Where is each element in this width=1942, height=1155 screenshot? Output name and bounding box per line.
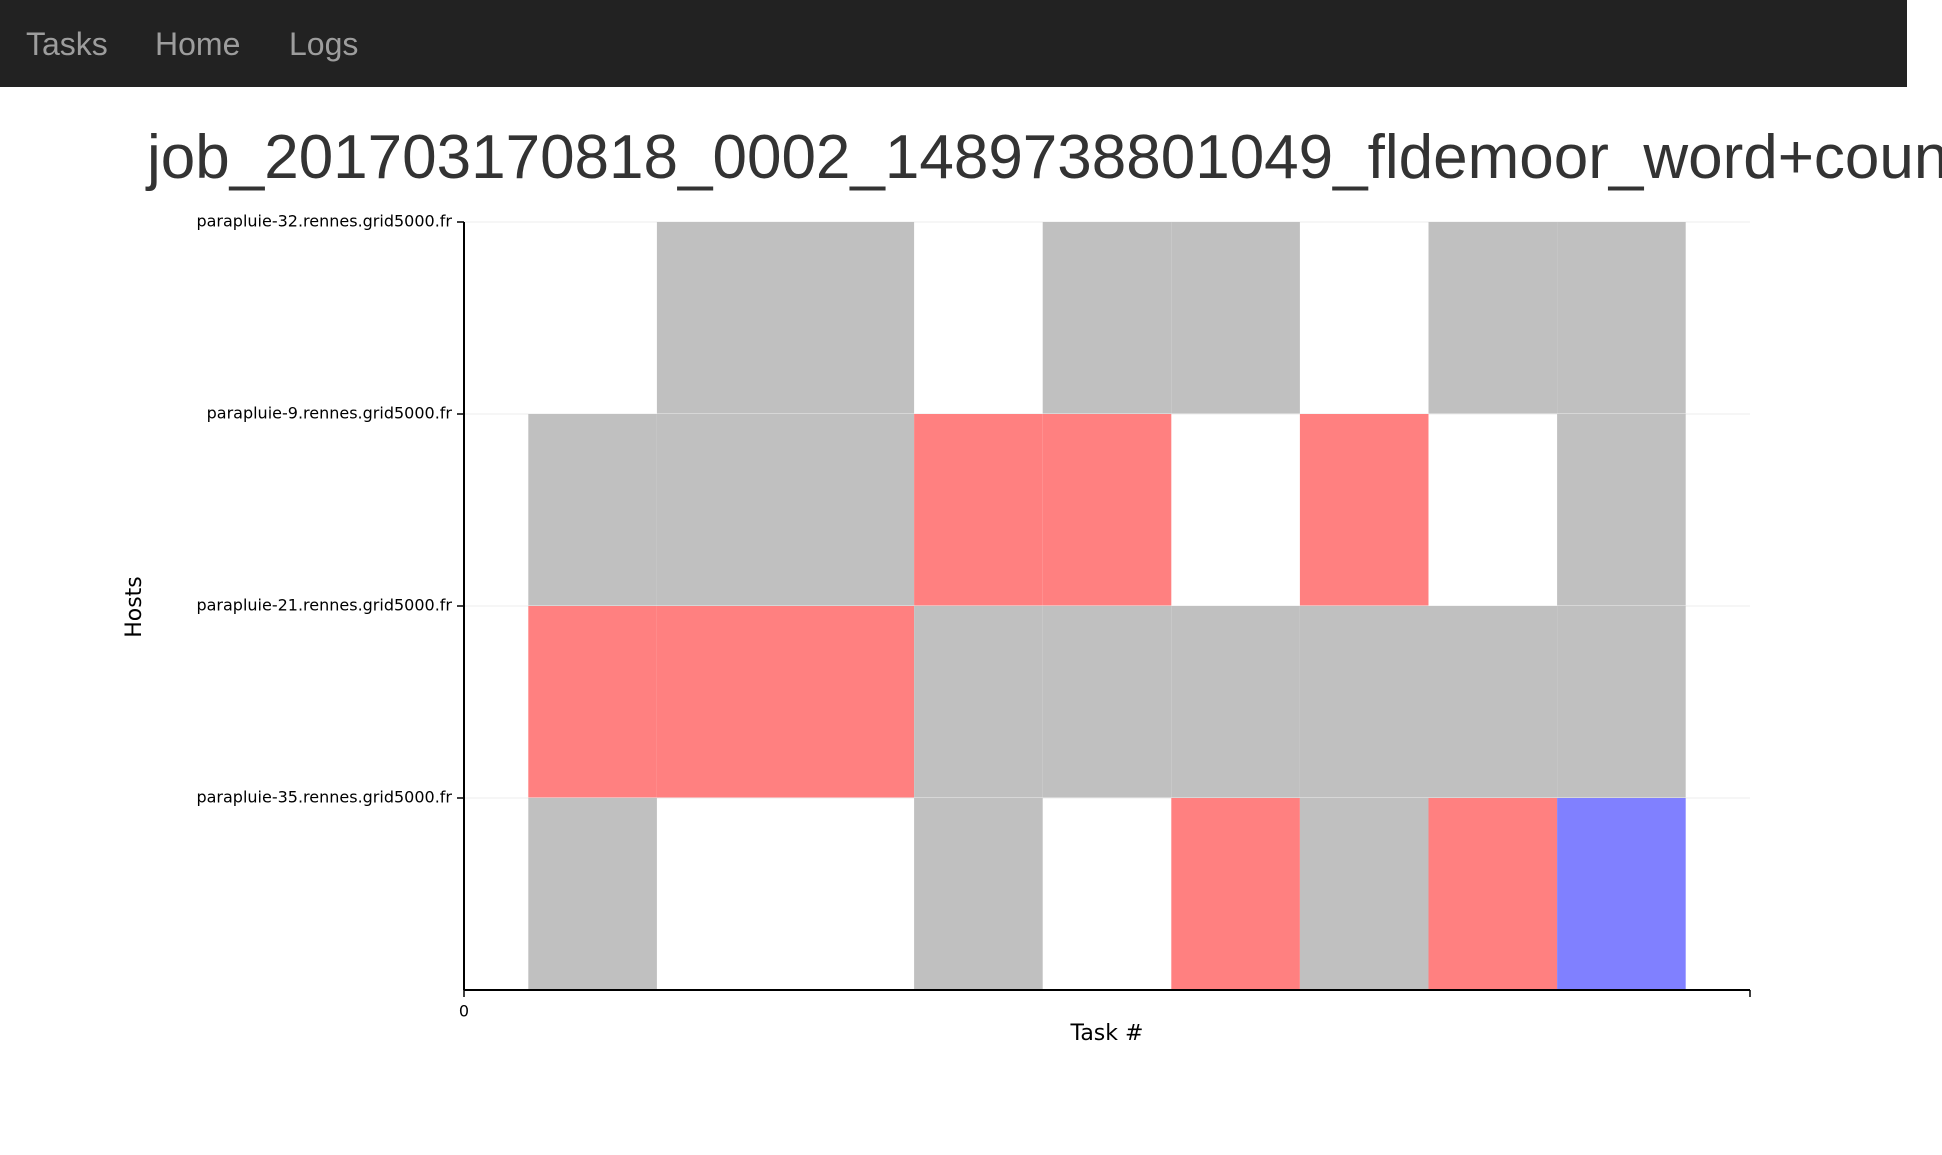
task-cell bbox=[1171, 222, 1300, 414]
task-cell bbox=[1042, 414, 1172, 606]
navbar: Tasks Home Logs bbox=[0, 0, 1907, 87]
task-cell bbox=[1557, 222, 1686, 414]
task-cell bbox=[1299, 606, 1429, 798]
task-cell bbox=[914, 606, 1043, 798]
y-tick-label: parapluie-9.rennes.grid5000.fr bbox=[207, 404, 453, 423]
task-cell bbox=[1557, 414, 1686, 606]
task-cell bbox=[1171, 606, 1300, 798]
y-tick-label: parapluie-35.rennes.grid5000.fr bbox=[196, 788, 452, 807]
task-cell bbox=[656, 222, 786, 414]
task-cell bbox=[914, 414, 1043, 606]
task-cell bbox=[914, 798, 1043, 990]
task-cell bbox=[785, 606, 915, 798]
task-cell bbox=[1042, 222, 1172, 414]
y-tick-label: parapluie-21.rennes.grid5000.fr bbox=[196, 596, 452, 615]
task-cell bbox=[528, 414, 657, 606]
task-cell bbox=[656, 414, 786, 606]
task-cell bbox=[1428, 222, 1558, 414]
x-axis-label: Task # bbox=[1070, 1021, 1144, 1046]
task-cell bbox=[1428, 798, 1558, 990]
task-cell bbox=[528, 606, 657, 798]
task-cell bbox=[1299, 414, 1429, 606]
task-cell bbox=[1557, 798, 1686, 990]
y-tick-label: parapluie-32.rennes.grid5000.fr bbox=[196, 212, 452, 231]
task-cell bbox=[1299, 798, 1429, 990]
chart-title: job_201703170818_0002_1489738801049_flde… bbox=[147, 123, 1942, 192]
y-axis-label: Hosts bbox=[122, 576, 147, 638]
task-cell bbox=[1042, 606, 1172, 798]
x-tick-label: 0 bbox=[459, 1002, 469, 1021]
task-cell bbox=[785, 414, 915, 606]
task-cell bbox=[1428, 606, 1558, 798]
task-cell bbox=[656, 606, 786, 798]
task-cell bbox=[785, 222, 915, 414]
task-cell bbox=[528, 798, 657, 990]
task-cell bbox=[1557, 606, 1686, 798]
nav-link[interactable]: Home bbox=[155, 26, 241, 62]
nav-link[interactable]: Logs bbox=[289, 26, 359, 62]
nav-link[interactable]: Tasks bbox=[26, 26, 108, 62]
task-cell bbox=[1171, 798, 1300, 990]
